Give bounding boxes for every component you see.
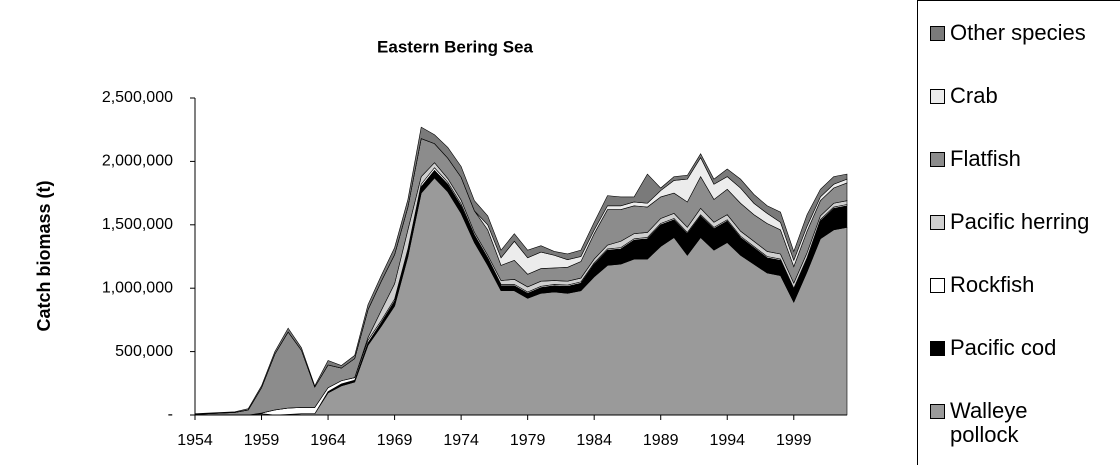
x-tick-label: 1979 (510, 432, 546, 449)
legend-swatch (930, 89, 945, 104)
x-tick-label: 1999 (776, 432, 812, 449)
legend-swatch (930, 152, 945, 167)
y-tick-label: 1,500,000 (102, 216, 173, 233)
legend-swatch (930, 278, 945, 293)
area (194, 126, 848, 415)
legend-swatch (930, 404, 945, 419)
x-tick-label: 1969 (377, 432, 413, 449)
legend-label: Crab (950, 83, 998, 108)
x-tick-label: 1989 (643, 432, 679, 449)
y-tick-label: 2,500,000 (102, 89, 173, 106)
legend-label: Pacific cod (950, 335, 1057, 360)
legend-label: Rockfish (950, 272, 1035, 297)
legend: Other species Crab Flatfish Pacific herring… (917, 0, 1120, 465)
x-tick-label: 1954 (177, 432, 213, 449)
y-tick-label: 1,000,000 (102, 279, 173, 296)
legend-label: Walleye pollock (950, 398, 1028, 447)
legend-label: Pacific herring (950, 209, 1090, 234)
y-axis-label: Catch biomass (t) (34, 180, 54, 331)
chart: Eastern Bering Sea Catch biomass (t) - 50… (34, 37, 848, 449)
y-tick-label: - (168, 406, 173, 423)
legend-label: Other species (950, 20, 1086, 45)
x-tick-label: 1959 (244, 432, 280, 449)
legend-swatch (930, 26, 945, 41)
x-tick-label: 1964 (310, 432, 346, 449)
x-tick-label: 1994 (709, 432, 745, 449)
x-tick-label: 1974 (443, 432, 479, 449)
y-tick-label: 500,000 (115, 343, 173, 360)
legend-swatch (930, 215, 945, 230)
legend-swatch (930, 341, 945, 356)
x-tick-label: 1984 (576, 432, 612, 449)
chart-title: Eastern Bering Sea (377, 37, 533, 56)
legend-label: Flatfish (950, 146, 1021, 171)
y-tick-label: 2,000,000 (102, 153, 173, 170)
